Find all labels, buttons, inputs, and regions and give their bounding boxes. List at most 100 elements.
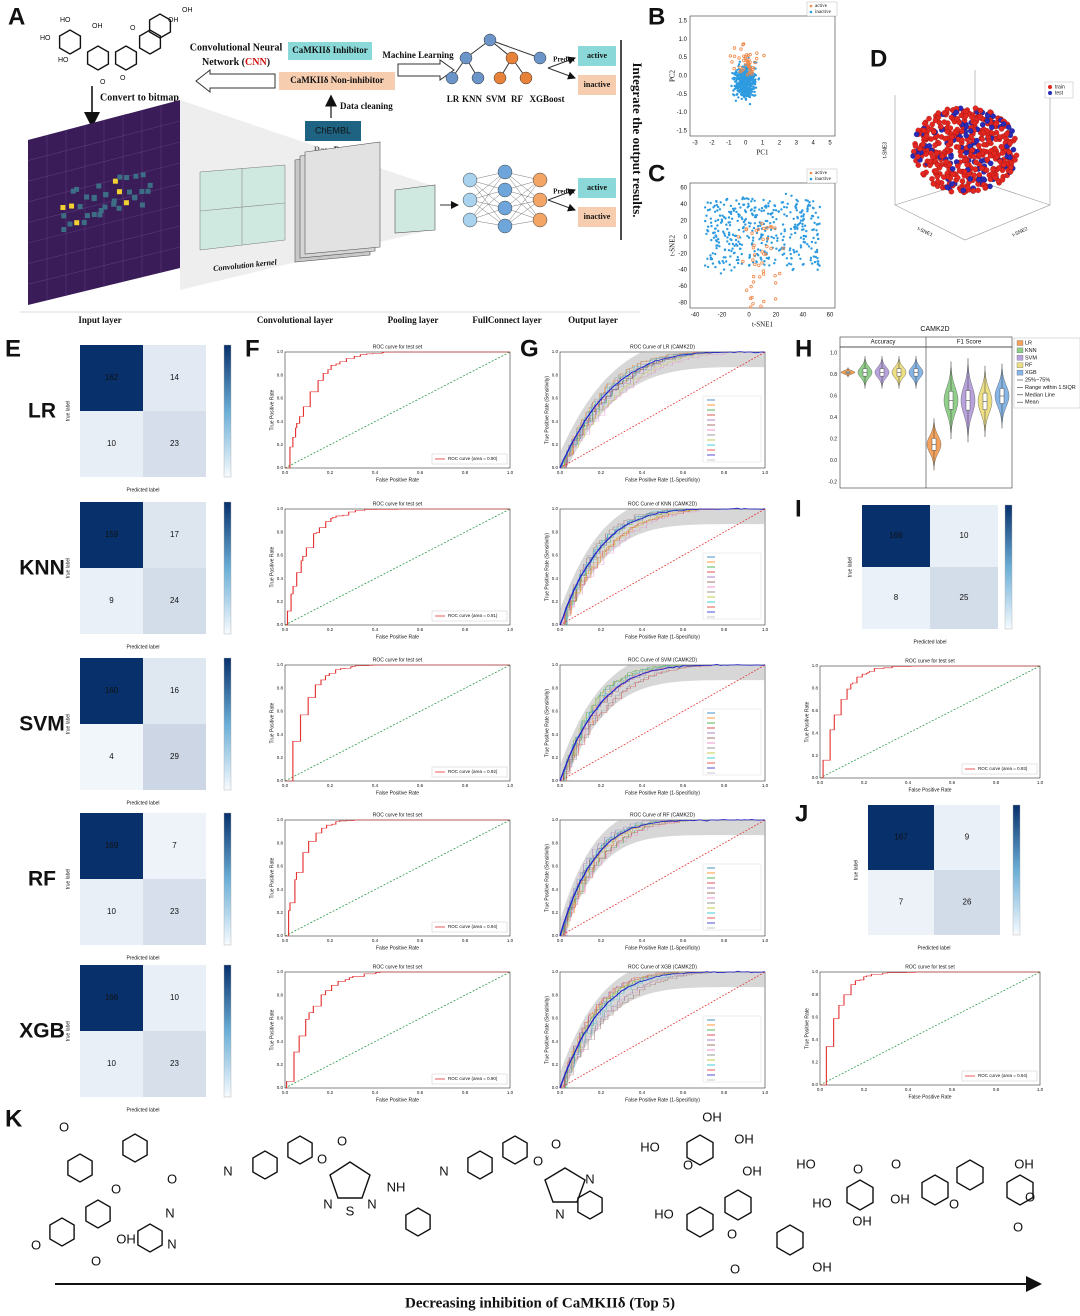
point — [740, 97, 743, 101]
point — [802, 237, 805, 241]
y-tick-label: 0.2 — [812, 1060, 819, 1065]
grid-line — [27, 225, 181, 264]
point — [743, 93, 746, 97]
point — [800, 215, 803, 218]
y-tick-label: 1.0 — [679, 37, 688, 43]
point — [746, 81, 750, 84]
point — [799, 244, 802, 247]
point — [724, 256, 727, 259]
point — [762, 209, 766, 212]
legend-box — [431, 766, 508, 778]
y-tick-label: -1.5 — [677, 129, 688, 135]
cell-value: 7 — [172, 841, 177, 850]
legend-label: test — [1055, 90, 1064, 96]
y-tick-label: 0.8 — [812, 992, 819, 997]
x-tick-label: 0.2 — [598, 783, 605, 788]
chance-line — [284, 351, 511, 469]
point — [750, 200, 753, 203]
y-axis-label: True Positive Rate — [804, 701, 810, 742]
plot-area — [284, 351, 511, 469]
y-tick-label: 0 — [684, 235, 688, 241]
point — [977, 107, 984, 114]
point — [743, 209, 747, 212]
point — [709, 254, 712, 257]
axis-label: t-SNE2 — [1012, 226, 1029, 238]
point — [770, 235, 773, 239]
point — [772, 236, 775, 240]
fc-node — [532, 212, 548, 228]
matrix-cell — [80, 502, 143, 568]
ring — [502, 1135, 528, 1165]
y-tick-label: 0.6 — [552, 396, 559, 401]
point — [979, 165, 985, 171]
x-axis-label: Predicted label — [917, 945, 950, 951]
point — [921, 127, 927, 134]
cnn-label: Network (CNN) — [202, 57, 270, 68]
y-tick-label: -0.5 — [677, 92, 688, 98]
pixel — [133, 173, 139, 179]
x-tick-label: 0.8 — [721, 627, 728, 632]
cell-value: 166 — [105, 993, 119, 1002]
x-tick-label: 1.0 — [507, 627, 514, 632]
point — [816, 262, 820, 266]
point — [953, 109, 959, 116]
model-name: KNN — [19, 557, 65, 580]
legend-label: active — [815, 4, 828, 9]
pixel — [123, 200, 129, 206]
point — [976, 152, 982, 158]
model-name: XGB — [19, 1020, 65, 1043]
plot-title: ROC curve for test set — [373, 812, 423, 818]
pixel — [98, 207, 104, 213]
point — [984, 118, 991, 124]
point — [735, 210, 738, 214]
fold-curve — [560, 971, 765, 1089]
point — [761, 272, 766, 276]
atom-label: O — [91, 1253, 101, 1268]
point — [716, 209, 719, 212]
point — [973, 159, 979, 165]
atom-label: OH — [92, 23, 103, 30]
pooling-map — [394, 184, 436, 234]
point — [752, 243, 756, 248]
fc-node — [497, 218, 513, 234]
fc-edge — [469, 189, 506, 221]
pixel — [91, 194, 97, 200]
point — [733, 73, 736, 76]
point — [733, 266, 736, 269]
point — [763, 260, 766, 263]
point — [979, 136, 985, 142]
point — [796, 215, 799, 219]
chance-line — [284, 819, 511, 937]
plot-title: ROC curve for test set — [373, 964, 423, 970]
point — [815, 229, 818, 232]
point — [722, 203, 726, 206]
pixel — [91, 212, 97, 218]
ring — [287, 1135, 313, 1165]
atom-label: HO — [812, 1195, 832, 1210]
integrate-label: Integrate the output results. — [630, 62, 645, 217]
pixel — [140, 172, 146, 178]
point — [926, 115, 932, 122]
x-axis-label: False Positive Rate (1-Specificity) — [625, 945, 700, 951]
point — [714, 239, 718, 242]
atom-label: O — [317, 1151, 327, 1166]
legend-marker — [1048, 85, 1052, 89]
point — [804, 199, 807, 202]
atom-label: OH — [116, 1231, 136, 1246]
atom-label: OH — [852, 1213, 872, 1228]
point — [751, 229, 754, 232]
point — [794, 206, 798, 210]
point — [785, 206, 788, 209]
point — [742, 92, 745, 95]
x-tick-label: 0.2 — [598, 938, 605, 943]
point — [800, 211, 803, 214]
plot-title: ROC Curve of RF (CAMK2D) — [630, 812, 695, 818]
point — [959, 137, 965, 143]
point — [745, 197, 748, 200]
pixel — [61, 213, 67, 219]
y-tick-label: 0.6 — [812, 1014, 819, 1019]
point — [793, 251, 796, 254]
point — [770, 241, 773, 244]
atom-label: HO — [58, 57, 69, 64]
